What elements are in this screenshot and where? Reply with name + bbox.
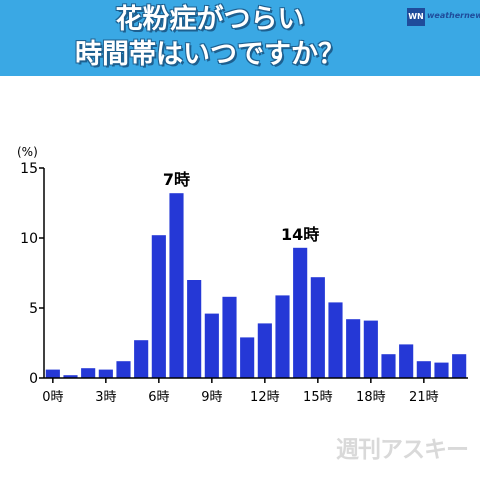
x-tick-label: 15時 xyxy=(303,390,333,405)
x-tick-label: 9時 xyxy=(201,390,222,405)
peak-annotation: 14時 xyxy=(281,225,319,244)
bar-8時 xyxy=(187,280,202,378)
brand-name: weathernews xyxy=(427,11,480,20)
header-banner: 花粉症がつらい 時間帯はいつですか？ WN weathernews xyxy=(0,0,480,76)
bar-14時 xyxy=(293,247,308,378)
bar-9時 xyxy=(204,313,219,378)
bar-1時 xyxy=(63,375,78,378)
bar-3時 xyxy=(98,369,113,378)
peak-annotation: 7時 xyxy=(163,170,190,189)
y-tick-label: 5 xyxy=(29,301,38,317)
bar-20時 xyxy=(399,344,414,378)
x-tick-label: 12時 xyxy=(250,390,280,405)
x-tick-label: 3時 xyxy=(95,390,116,405)
title-line-1: 花粉症がつらい xyxy=(115,4,305,35)
x-tick-label: 18時 xyxy=(356,390,386,405)
chart-title: 花粉症がつらい 時間帯はいつですか？ xyxy=(0,2,420,72)
bar-7時 xyxy=(169,193,184,378)
bar-23時 xyxy=(452,354,467,378)
x-tick-label: 21時 xyxy=(409,390,439,405)
bar-0時 xyxy=(45,369,60,378)
bar-10時 xyxy=(222,296,237,378)
bar-21時 xyxy=(416,361,431,378)
annotations-group: 7時 14時 xyxy=(163,170,319,244)
bar-5時 xyxy=(134,340,149,378)
bar-4時 xyxy=(116,361,131,378)
watermark: 週刊アスキー xyxy=(336,437,469,463)
y-tick-label: 15 xyxy=(20,161,38,177)
bar-19時 xyxy=(381,354,396,378)
brand-logo-icon: WN xyxy=(407,8,425,26)
bar-12時 xyxy=(257,323,272,378)
bar-11時 xyxy=(240,337,255,378)
x-tick-label: 0時 xyxy=(42,390,63,405)
bar-16時 xyxy=(328,302,343,378)
x-ticks-group: 0時 3時 6時 9時 12時 15時 18時 21時 xyxy=(42,378,439,405)
y-tick-label: 10 xyxy=(20,231,38,247)
weathernews-logo: WN weathernews xyxy=(407,8,480,28)
title-line-2: 時間帯はいつですか？ xyxy=(75,39,345,70)
bar-22時 xyxy=(434,362,449,378)
bar-2時 xyxy=(81,368,96,378)
bar-18時 xyxy=(363,320,378,378)
bar-6時 xyxy=(151,235,166,378)
bar-17時 xyxy=(346,319,361,378)
y-tick-label: 0 xyxy=(29,371,38,387)
bar-15時 xyxy=(310,277,325,378)
bar-13時 xyxy=(275,295,290,378)
y-ticks-group: 0 5 10 15 xyxy=(20,161,44,387)
x-tick-label: 6時 xyxy=(148,390,169,405)
bars-group xyxy=(45,193,467,378)
y-axis-unit-label: (%) xyxy=(17,145,38,159)
